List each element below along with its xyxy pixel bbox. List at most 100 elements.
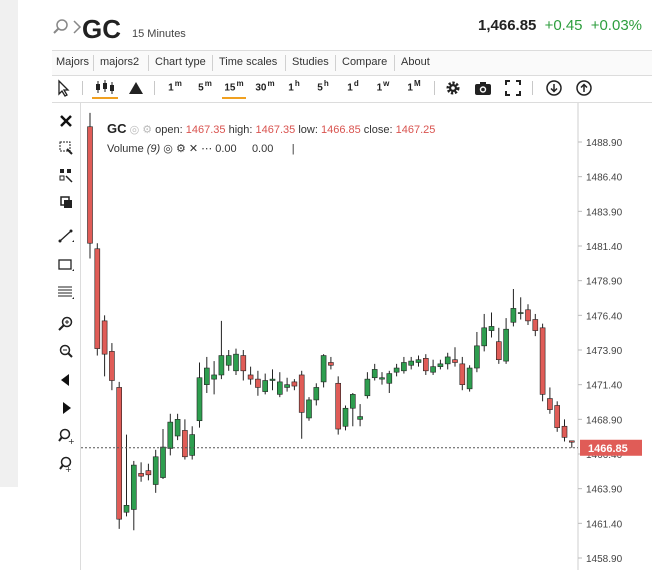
candle-body (444, 356, 451, 365)
eye-icon[interactable]: ◎ (129, 124, 140, 136)
candle-body (189, 434, 195, 456)
menu-studies[interactable]: Studies (292, 56, 329, 68)
scroll-right-icon[interactable] (57, 399, 75, 417)
period-5m[interactable]: 5m (196, 79, 214, 97)
candle-body (379, 377, 385, 380)
cursor-arrow-icon[interactable] (56, 79, 70, 97)
period-unit: m (267, 79, 275, 88)
fibonacci-lines-icon[interactable] (57, 284, 75, 302)
gear-icon[interactable] (444, 79, 462, 97)
candle-body (182, 430, 188, 458)
candlestick-icon[interactable] (92, 79, 118, 99)
settings-icon[interactable]: ⚙ (142, 124, 153, 136)
candlestick-chart[interactable]: 1488.90 1486.40 1483.90 1481.40 1478.90 1476.… (81, 103, 665, 570)
remove-icon[interactable]: ✕ (188, 143, 199, 155)
menu-divider (212, 55, 213, 71)
settings-icon[interactable]: ⚙ (175, 143, 186, 155)
period-30m[interactable]: 30m (253, 79, 277, 97)
price-quote: 1,466.85 +0.45 +0.03% (478, 17, 642, 34)
menu-time-scales[interactable]: Time scales (219, 56, 278, 68)
menu-bar: Majors majors2 Chart type Time scales St… (52, 50, 652, 76)
chart-area[interactable]: 1488.90 1486.40 1483.90 1481.40 1478.90 1476.… (81, 103, 665, 570)
zoom-out-icon[interactable] (57, 343, 75, 361)
candle-body (196, 377, 203, 422)
candle-body (539, 327, 546, 395)
candle-body (138, 473, 144, 477)
candle-body (415, 359, 422, 363)
candle-body (393, 367, 400, 373)
period-unit: m (174, 79, 182, 88)
open-value: 1467.35 (185, 124, 226, 136)
zoom-reset-icon[interactable]: + (57, 455, 75, 473)
candle-body (481, 327, 488, 347)
candle-body (568, 440, 575, 443)
interval-label: 15 Minutes (132, 28, 186, 40)
period-5h[interactable]: 5h (315, 79, 331, 97)
candle-body (152, 456, 159, 485)
candle-body (145, 470, 152, 476)
candle-body (349, 394, 356, 409)
menu-majors2[interactable]: majors2 (100, 56, 140, 68)
search-icon[interactable] (52, 18, 70, 36)
fullscreen-icon[interactable] (504, 79, 522, 97)
magnet-icon[interactable] (57, 166, 75, 184)
menu-divider (285, 55, 286, 71)
candle-body (430, 366, 436, 373)
candle-body (218, 355, 225, 376)
price-axis-label: 1468.90 (586, 415, 623, 426)
chevron-right-icon[interactable] (72, 18, 82, 36)
period-unit: m (236, 79, 244, 88)
copy-icon[interactable] (57, 193, 75, 211)
price-axis-label: 1471.40 (586, 381, 623, 392)
eye-icon[interactable]: ◎ (163, 143, 173, 155)
candle-body (328, 362, 334, 366)
period-unit: h (294, 79, 300, 88)
zoom-fit-icon[interactable]: + (57, 427, 75, 445)
mountain-chart-icon[interactable] (128, 79, 144, 97)
candle-body (364, 378, 371, 397)
candle-body (225, 355, 232, 366)
legend-symbol: GC (107, 121, 127, 136)
ohlc-legend: GC ◎ ⚙ open: 1467.35 high: 1467.35 low: … (107, 121, 435, 136)
symbol-title[interactable]: GC (82, 14, 121, 44)
close-icon[interactable] (57, 112, 75, 130)
open-label: open: (155, 124, 183, 136)
menu-compare[interactable]: Compare (342, 56, 388, 68)
rectangle-icon[interactable] (57, 256, 75, 274)
trend-line-icon[interactable] (57, 227, 75, 245)
more-icon[interactable]: ⋯ (201, 143, 213, 155)
menu-divider (394, 55, 395, 71)
crosshair-select-icon[interactable] (57, 139, 75, 157)
zoom-in-icon[interactable] (57, 315, 75, 333)
candle-body (503, 328, 509, 362)
period-1d[interactable]: 1d (345, 79, 361, 97)
high-value: 1467.35 (255, 124, 296, 136)
period-15m[interactable]: 15m (222, 79, 246, 99)
menu-chart-type[interactable]: Chart type (155, 56, 206, 68)
period-unit: w (383, 79, 390, 88)
candle-body (87, 126, 93, 244)
cloud-download-icon[interactable] (545, 79, 563, 97)
candle-body (255, 378, 261, 388)
menu-about[interactable]: About (401, 56, 430, 68)
close-label: close: (363, 124, 393, 136)
price-axis-label: 1473.90 (586, 346, 623, 357)
period-1h[interactable]: 1h (286, 79, 302, 97)
period-1w[interactable]: 1w (374, 79, 392, 97)
menu-majors[interactable]: Majors (56, 56, 90, 68)
period-1m[interactable]: 1m (166, 79, 184, 97)
candle-body (130, 464, 137, 510)
period-1M[interactable]: 1M (404, 79, 424, 97)
candle-body (204, 367, 210, 385)
candle-body (123, 505, 130, 513)
candle-body (320, 355, 327, 383)
candle-body (101, 320, 108, 355)
candle-body (298, 374, 305, 413)
period-unit: M (413, 79, 421, 88)
candle-body (342, 407, 349, 427)
scroll-left-icon[interactable] (57, 371, 75, 389)
left-gray-strip (0, 0, 18, 487)
camera-icon[interactable] (474, 79, 492, 97)
cloud-upload-icon[interactable] (575, 79, 593, 97)
period-unit: d (353, 79, 359, 88)
